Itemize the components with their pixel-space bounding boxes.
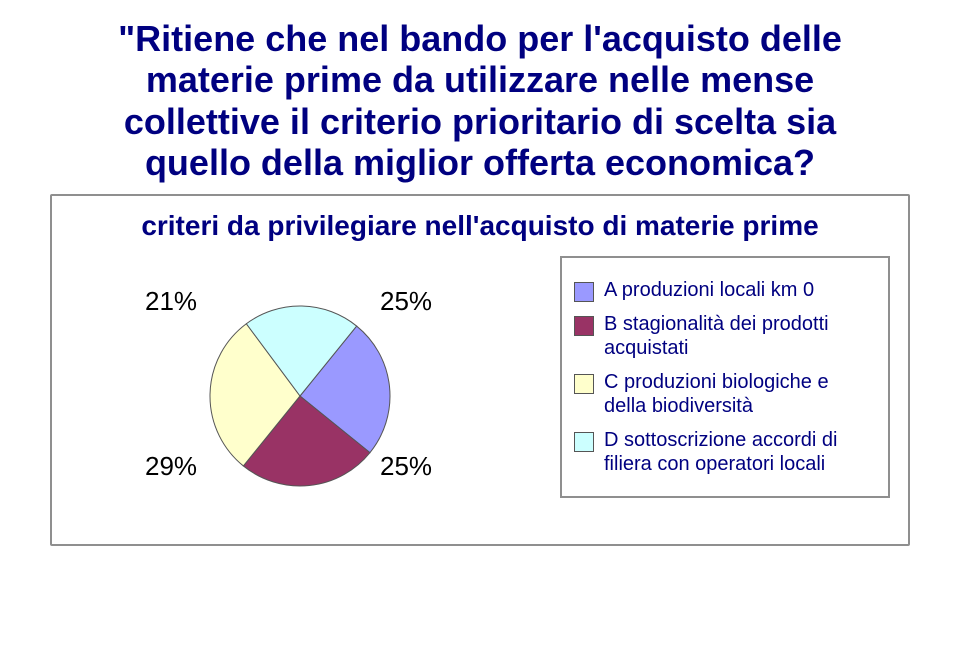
legend-text-d: D sottoscrizione accordi di filiera con … [604,428,876,476]
legend-text-c: C produzioni biologiche e della biodiver… [604,370,876,418]
legend-item-d: D sottoscrizione accordi di filiera con … [574,428,876,476]
legend-swatch-b [574,316,594,336]
pct-label-a: 25% [380,286,432,317]
pie-chart [200,296,400,496]
pct-label-d: 21% [145,286,197,317]
chart-title: criteri da privilegiare nell'acquisto di… [70,210,890,242]
slide-page: "Ritiene che nel bando per l'acquisto de… [0,0,960,649]
legend-item-c: C produzioni biologiche e della biodiver… [574,370,876,418]
legend-box: A produzioni locali km 0 B stagionalità … [560,256,890,498]
legend-item-a: A produzioni locali km 0 [574,278,876,302]
chart-panel: criteri da privilegiare nell'acquisto di… [50,194,910,546]
legend-text-b: B stagionalità dei prodotti acquistati [604,312,876,360]
heading-line-2: materie prime da utilizzare nelle mense [146,59,814,100]
legend-swatch-c [574,374,594,394]
heading-line-3: collettive il criterio prioritario di sc… [124,101,836,142]
legend-swatch-a [574,282,594,302]
heading-line-1: "Ritiene che nel bando per l'acquisto de… [118,18,842,59]
pct-label-b: 25% [380,451,432,482]
pct-label-c: 29% [145,451,197,482]
pie-area: 25% 25% 29% 21% [70,256,530,526]
legend-item-b: B stagionalità dei prodotti acquistati [574,312,876,360]
legend-swatch-d [574,432,594,452]
chart-body: 25% 25% 29% 21% A produzioni locali km 0… [70,256,890,526]
legend-text-a: A produzioni locali km 0 [604,278,876,302]
heading-line-4: quello della miglior offerta economica? [145,142,815,183]
slide-heading: "Ritiene che nel bando per l'acquisto de… [28,18,932,184]
